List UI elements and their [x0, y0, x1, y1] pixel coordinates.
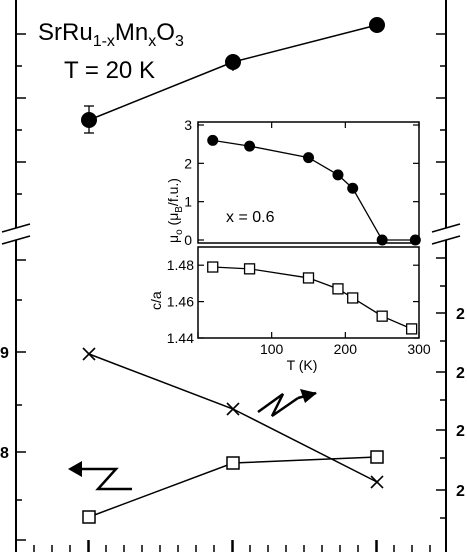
inset-bottom-ylabel: c/a — [148, 291, 164, 310]
inset-top-ytick-label: 3 — [184, 117, 192, 133]
inset-top-data-point — [244, 140, 256, 152]
inset-bottom-ytick-label: 1.46 — [167, 294, 194, 310]
zigzag-left — [88, 467, 132, 491]
inset-xtick-label: 100 — [260, 341, 284, 357]
axis-break-mark-right-2 — [431, 235, 461, 245]
inset-top-data-point — [332, 169, 344, 181]
inset-top-data-point — [376, 234, 388, 246]
inset-top-data-point — [347, 182, 359, 194]
zigzag-right — [257, 392, 299, 418]
main-bottom-square-point — [226, 456, 240, 470]
inset-top-data-point — [207, 134, 219, 146]
right-ytick-label: 2 — [456, 483, 465, 500]
inset-bottom-ytick-label: 1.48 — [167, 257, 194, 273]
main-top-data-point — [81, 112, 97, 128]
inset-xlabel: T (K) — [287, 357, 318, 373]
inset-bottom-data-point — [347, 292, 359, 304]
inset-xtick-label: 300 — [407, 341, 431, 357]
cross-stroke — [82, 347, 96, 361]
chart-title: SrRu1-xMnxO3 — [38, 19, 184, 50]
inset-bottom-data-point — [376, 310, 388, 322]
inset-bottom-data-point — [405, 323, 418, 335]
title-sub-3: 3 — [175, 33, 184, 50]
inset-x-annotation: x = 0.6 — [226, 209, 275, 226]
inset-bottom-data-point — [243, 263, 256, 275]
main-top-data-point — [225, 54, 241, 70]
inset-top-ytick-label: 0 — [184, 232, 192, 248]
main-bottom-cross-point — [226, 402, 240, 416]
title-sub-2: x — [148, 33, 156, 50]
left-ytick-label: 8 — [0, 445, 9, 462]
inset-xtick-label: 200 — [334, 341, 358, 357]
right-ytick-label: 2 — [456, 423, 465, 440]
arrow-left-head — [68, 461, 82, 477]
main-top-panel — [81, 17, 385, 134]
right-ytick-label: 2 — [456, 365, 465, 382]
main-bottom-panel — [68, 347, 384, 524]
inset-panel: 0 1 2 3 1.44 1.46 1.48 100 200 300 — [167, 117, 431, 357]
inset-top-ytick-label: 1 — [184, 194, 192, 210]
right-ytick-label: 2 — [456, 306, 465, 323]
temperature-annotation: T = 20 K — [64, 57, 155, 84]
inset-bottom-data-point — [332, 283, 344, 295]
main-bottom-cross-point — [82, 347, 96, 361]
inset-top-frame — [197, 121, 420, 244]
inset-bottom-data-point — [302, 272, 315, 284]
title-sub-1: 1-x — [93, 33, 115, 50]
inset-top-data-point — [409, 234, 421, 246]
main-bottom-square-point — [370, 450, 384, 464]
main-bottom-square-point — [82, 510, 96, 524]
cross-stroke — [370, 475, 384, 489]
main-top-data-point — [369, 17, 385, 33]
inset-bottom-ytick-label: 1.44 — [167, 330, 194, 346]
cross-stroke — [226, 402, 240, 416]
axis-break-mark-left-2 — [1, 235, 31, 245]
main-bottom-cross-point — [370, 475, 384, 489]
inset-top-data-point — [303, 152, 314, 164]
left-ytick-label: 9 — [0, 345, 9, 362]
inset-top-ylabel: μo (μB/f.u.) — [165, 178, 185, 243]
axis-break-mark-left-1 — [1, 223, 31, 233]
axis-break-mark-right-1 — [431, 223, 461, 233]
arrow-right-shaft — [297, 391, 317, 400]
inset-bottom-data-point — [207, 261, 219, 273]
inset-bottom-frame — [197, 246, 420, 339]
inset-top-ytick-label: 2 — [184, 155, 192, 171]
